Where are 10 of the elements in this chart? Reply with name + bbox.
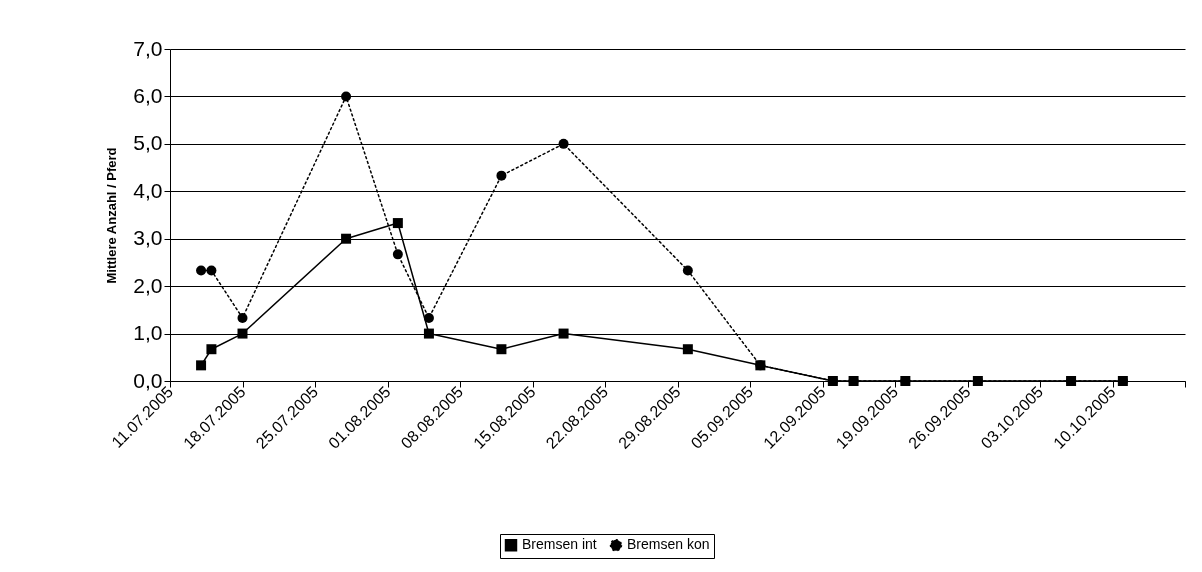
y-tick-label: 4,0 (133, 178, 163, 202)
y-tick-label: 5,0 (133, 131, 163, 155)
legend-label: Bremsen int (522, 536, 597, 553)
y-tick-label: 1,0 (133, 321, 163, 345)
y-tick-label: 3,0 (133, 226, 163, 250)
legend-label: Bremsen kon (627, 536, 710, 553)
y-tick-label: 7,0 (133, 36, 163, 60)
y-tick-label: 2,0 (133, 273, 163, 297)
y-axis-title: Mittlere Anzahl / Pferd (104, 147, 120, 284)
y-tick-label: 6,0 (133, 83, 163, 107)
